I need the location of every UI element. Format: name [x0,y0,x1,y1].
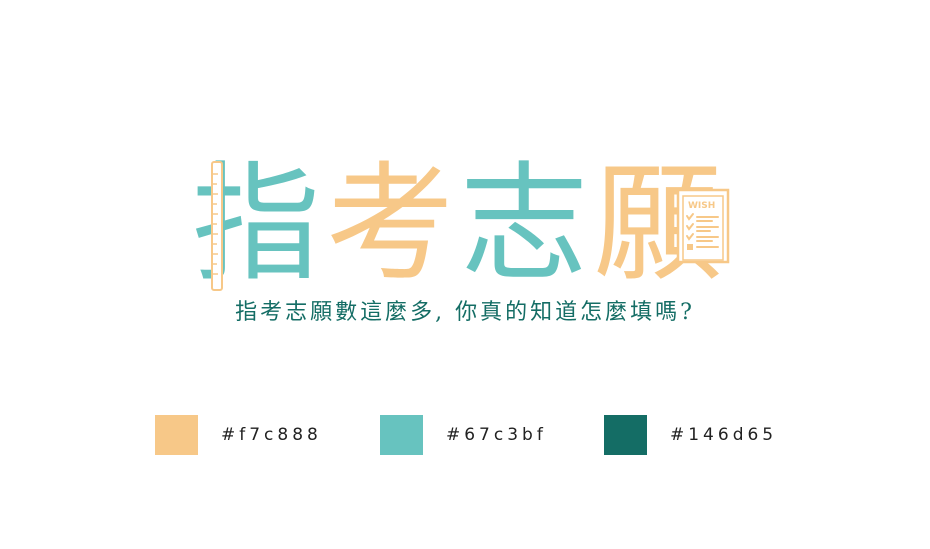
color-hex-label: #f7c888 [221,425,322,445]
color-palette: #f7c888 #67c3bf #146d65 [155,415,795,455]
logo-char-zhi-will: 志 [460,150,589,299]
color-hex-label: #67c3bf [446,425,547,445]
color-hex-label: #146d65 [670,425,778,445]
color-swatch [380,415,423,455]
ruler-icon [211,161,223,291]
logo-char-kao: 考 [326,150,455,299]
logo: 指 考 志 願 WISH [188,150,748,300]
slogan: 指考志願數這麼多, 你真的知道怎麼填嗎? [235,300,695,325]
wish-checklist-icon: WISH [676,188,730,264]
color-swatch [604,415,647,455]
wish-badge-text: WISH [688,201,715,211]
color-swatch [155,415,198,455]
